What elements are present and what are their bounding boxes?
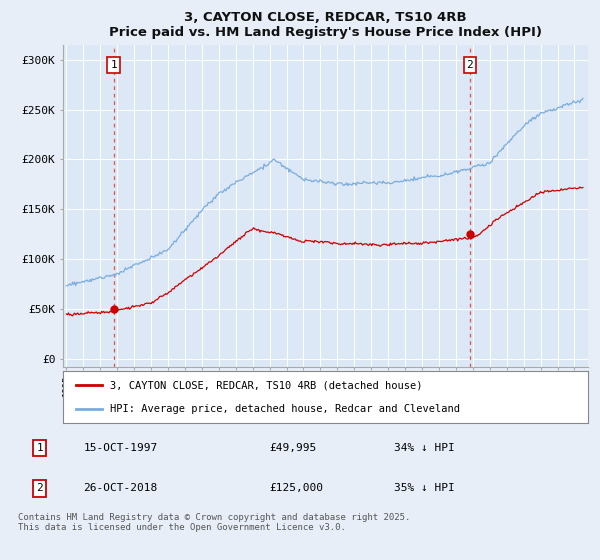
Text: 1: 1 [110, 60, 117, 70]
Text: 3, CAYTON CLOSE, REDCAR, TS10 4RB (detached house): 3, CAYTON CLOSE, REDCAR, TS10 4RB (detac… [110, 380, 423, 390]
Text: 35% ↓ HPI: 35% ↓ HPI [394, 483, 455, 493]
Text: Contains HM Land Registry data © Crown copyright and database right 2025.
This d: Contains HM Land Registry data © Crown c… [18, 513, 410, 533]
Text: £125,000: £125,000 [269, 483, 323, 493]
Text: 26-OCT-2018: 26-OCT-2018 [83, 483, 158, 493]
Text: HPI: Average price, detached house, Redcar and Cleveland: HPI: Average price, detached house, Redc… [110, 404, 460, 414]
Text: 34% ↓ HPI: 34% ↓ HPI [394, 443, 455, 453]
Text: £49,995: £49,995 [269, 443, 316, 453]
Text: 2: 2 [466, 60, 473, 70]
Title: 3, CAYTON CLOSE, REDCAR, TS10 4RB
Price paid vs. HM Land Registry's House Price : 3, CAYTON CLOSE, REDCAR, TS10 4RB Price … [109, 11, 542, 39]
Text: 2: 2 [36, 483, 43, 493]
Text: 15-OCT-1997: 15-OCT-1997 [83, 443, 158, 453]
Text: 1: 1 [36, 443, 43, 453]
